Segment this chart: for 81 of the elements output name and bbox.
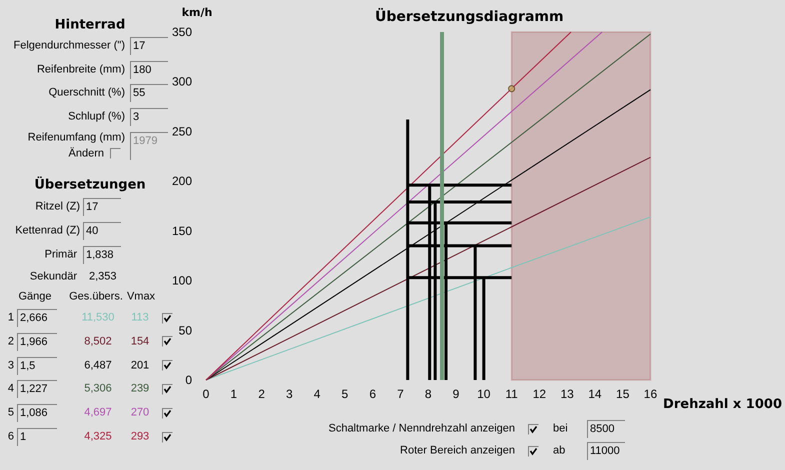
text-field: 1,966 <box>17 332 57 351</box>
chart-title: Übersetzungsdiagramm <box>375 8 564 25</box>
text: Primär <box>44 248 77 262</box>
text: Ändern <box>68 148 104 160</box>
y-tick-label: 250 <box>172 124 192 138</box>
x-tick-label: 2 <box>258 387 266 401</box>
x-tick-label: 4 <box>314 387 321 401</box>
text: Hinterrad <box>54 18 126 32</box>
text: 4,697 <box>84 406 112 420</box>
text-field: 1,5 <box>17 356 57 375</box>
y-tick-label: 0 <box>185 373 192 387</box>
text: 201 <box>130 359 150 372</box>
text-field: 1 <box>17 428 57 446</box>
text-field: 1979 <box>130 132 168 160</box>
text: 2 <box>8 335 14 348</box>
x-tick-label: 0 <box>202 387 210 401</box>
x-tick-label: 12 <box>532 387 546 401</box>
text: 293 <box>130 430 150 444</box>
text-field: 8500 <box>587 420 625 438</box>
y-axis-title: km/h <box>182 6 212 19</box>
text: Ges.übers. <box>69 290 123 304</box>
text: 5,306 <box>84 382 112 396</box>
x-tick-label: 10 <box>477 387 491 401</box>
text: Felgendurchmesser (") <box>14 40 125 52</box>
text: 8,502 <box>84 335 112 348</box>
text-field: 1,227 <box>17 380 57 398</box>
text: 4,325 <box>84 430 112 444</box>
y-tick-label: 150 <box>172 224 192 238</box>
text-field: 17 <box>130 37 168 55</box>
text: Sekundär <box>30 270 77 284</box>
x-axis-title: Drehzahl x 1000 <box>663 397 782 412</box>
text: 3 <box>8 359 14 372</box>
text: 11,530 <box>82 312 114 324</box>
text: 2,353 <box>89 270 117 284</box>
text: 239 <box>130 382 150 396</box>
x-tick-label: 11 <box>505 387 518 401</box>
x-tick-label: 13 <box>560 387 574 401</box>
text-field: 40 <box>83 222 121 240</box>
text: Reifenbreite (mm) <box>36 64 125 76</box>
text-field: 180 <box>130 61 168 79</box>
text-field: 55 <box>130 84 168 102</box>
text: Reifenumfang (mm) <box>28 132 125 144</box>
text: 6 <box>8 430 14 444</box>
text: Querschnitt (%) <box>48 86 125 100</box>
text: Ritzel (Z) <box>35 200 80 214</box>
text: Kettenrad (Z) <box>15 224 80 238</box>
x-tick-label: 16 <box>644 387 658 401</box>
text: 113 <box>131 312 149 324</box>
text: bei <box>553 422 568 436</box>
text-field: 17 <box>83 198 121 216</box>
text-field: 11000 <box>587 442 625 460</box>
y-tick-label: 350 <box>172 25 192 39</box>
x-tick-label: 9 <box>452 387 460 401</box>
text: Schlupf (%) <box>68 110 125 124</box>
text-field: 2,666 <box>17 309 57 327</box>
x-tick-label: 5 <box>342 387 349 401</box>
x-tick-label: 1 <box>230 387 238 401</box>
text: Roter Bereich anzeigen <box>400 444 515 458</box>
text-field: 1,838 <box>83 246 121 264</box>
text: 270 <box>130 406 150 420</box>
text: Übersetzungen <box>34 178 146 192</box>
y-tick-label: 50 <box>178 323 192 338</box>
x-tick-label: 8 <box>424 387 432 401</box>
text: ab <box>553 444 566 458</box>
y-tick-label: 300 <box>172 74 192 89</box>
y-tick-label: 200 <box>172 174 192 188</box>
x-tick-label: 3 <box>286 387 293 401</box>
text: Schaltmarke / Nenndrehzahl anzeigen <box>328 422 515 436</box>
text-field: 3 <box>130 108 168 126</box>
text: 154 <box>130 335 150 348</box>
text-field: 1,086 <box>17 404 57 422</box>
x-tick-label: 6 <box>369 387 376 401</box>
y-tick-label: 100 <box>172 274 192 288</box>
x-tick-label: 15 <box>616 387 630 401</box>
text: 6,487 <box>84 359 112 372</box>
text: Vmax <box>126 290 156 304</box>
x-tick-label: 14 <box>588 387 602 401</box>
text: 5 <box>8 406 14 420</box>
text: Gänge <box>18 290 52 304</box>
x-tick-label: 7 <box>397 387 404 401</box>
text: 1 <box>8 312 14 324</box>
